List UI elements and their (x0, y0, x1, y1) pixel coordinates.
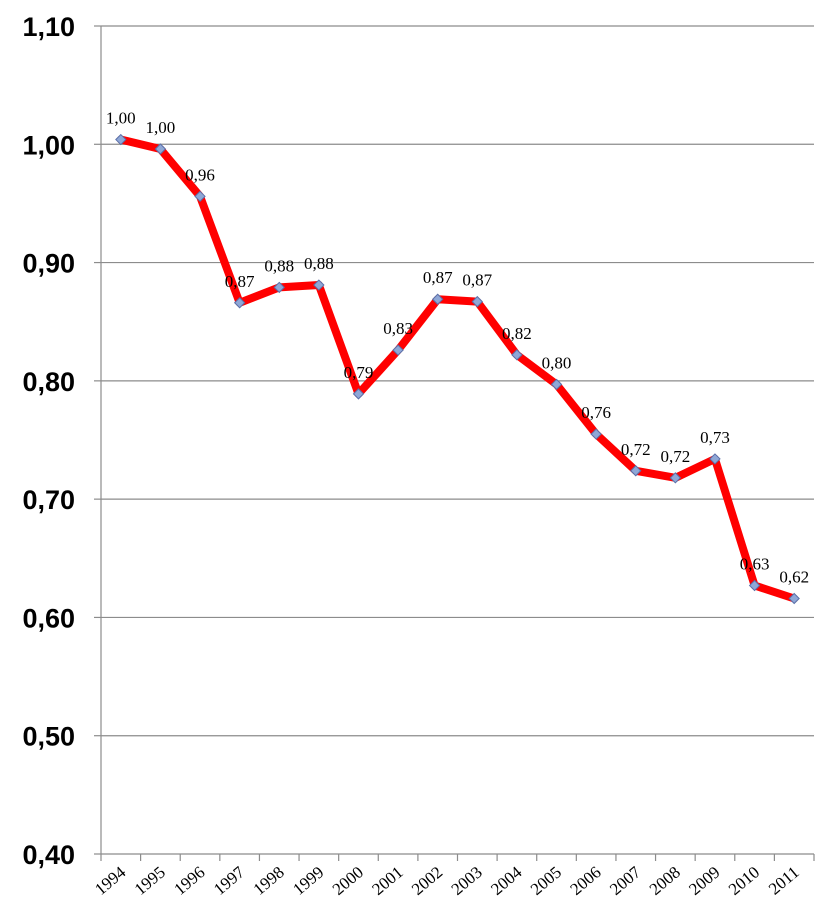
data-label: 0,76 (581, 403, 611, 422)
series-group (115, 133, 800, 605)
data-point (115, 133, 127, 146)
data-label: 0,83 (383, 319, 413, 338)
series-line (116, 135, 799, 603)
data-label: 0,88 (264, 256, 294, 275)
data-point (590, 428, 602, 440)
data-label: 0,82 (502, 324, 532, 343)
x-tick-label: 2005 (527, 863, 565, 899)
x-tick-label: 2000 (329, 863, 367, 899)
x-tick-label: 1997 (210, 862, 249, 899)
data-point (233, 297, 246, 309)
data-label: 0,87 (225, 272, 255, 291)
y-axis-tick-labels: 0,40 0,50 0,60 0,70 0,80 0,90 1,00 1,10 (22, 12, 75, 870)
x-tick-label: 2010 (725, 863, 763, 899)
data-point (273, 281, 285, 294)
data-point (630, 465, 642, 477)
x-tick-label: 1996 (170, 863, 208, 899)
data-point (313, 279, 325, 291)
x-tick-label: 2002 (408, 863, 446, 899)
x-tick-label: 1994 (91, 862, 130, 899)
x-tick-label: 2004 (487, 862, 526, 899)
x-tick-label: 2009 (685, 863, 723, 899)
y-tick-label: 0,50 (22, 722, 75, 752)
data-point (431, 293, 444, 305)
x-tick-label: 2011 (765, 863, 803, 899)
data-label: 0,73 (700, 428, 730, 447)
data-point (788, 592, 800, 605)
y-tick-label: 0,60 (22, 603, 75, 633)
data-point (550, 378, 563, 391)
data-point (154, 143, 167, 155)
data-label: 0,87 (462, 271, 492, 290)
data-label: 0,72 (660, 447, 690, 466)
data-label: 0,63 (740, 554, 770, 573)
data-point (392, 344, 404, 356)
x-tick-label: 1999 (289, 863, 327, 899)
data-point (511, 349, 523, 361)
gridlines (101, 25, 814, 737)
data-label: 1,00 (146, 118, 176, 137)
data-label: 0,72 (621, 440, 651, 459)
x-tick-label: 2006 (566, 863, 604, 899)
data-label: 0,88 (304, 254, 334, 273)
data-point (471, 295, 484, 308)
y-tick-label: 0,40 (22, 840, 75, 870)
y-tick-label: 0,90 (22, 249, 75, 279)
data-point (352, 388, 365, 400)
x-tick-label: 2008 (646, 863, 684, 899)
data-label: 0,62 (779, 568, 809, 587)
x-tick-label: 2003 (448, 863, 486, 899)
data-labels: 1,00 1,00 0,96 0,87 0,88 0,88 0,79 0,83 0,87 0,87… (106, 109, 809, 587)
y-tick-label: 1,10 (22, 12, 75, 42)
x-tick-label: 2007 (606, 862, 645, 899)
data-label: 0,80 (542, 353, 572, 372)
x-tick-label: 1998 (250, 863, 288, 899)
data-point (194, 190, 206, 203)
x-tick-label: 1995 (131, 863, 169, 899)
axes (94, 25, 815, 861)
data-point (669, 472, 682, 484)
data-label: 1,00 (106, 109, 136, 128)
data-label: 0,79 (344, 363, 374, 382)
data-label: 0,87 (423, 268, 453, 287)
x-tick-label: 2001 (368, 863, 406, 899)
y-tick-label: 0,70 (22, 485, 75, 515)
y-tick-label: 1,00 (22, 130, 75, 160)
data-label: 0,96 (185, 165, 215, 184)
y-tick-label: 0,80 (22, 367, 75, 397)
x-axis-tick-labels: 1994 1995 1996 1997 1998 1999 2000 2001 2002 2003… (91, 862, 803, 899)
data-point (748, 579, 761, 592)
data-point (709, 453, 721, 465)
